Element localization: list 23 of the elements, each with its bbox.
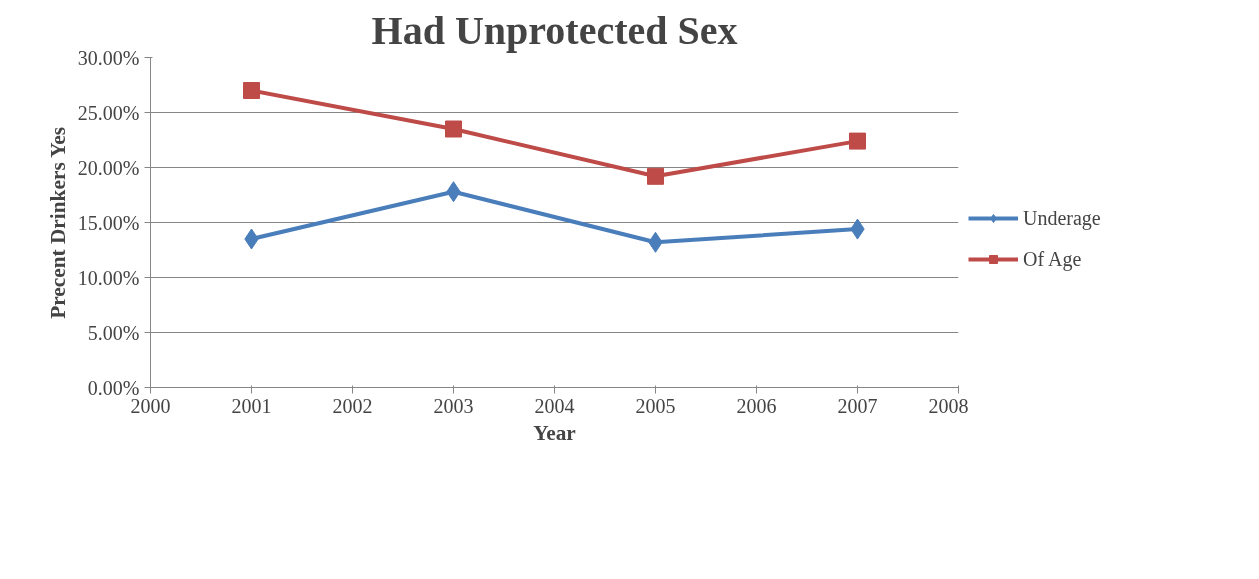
x-tick-label: 2004	[534, 394, 575, 417]
x-tick-label: 2002	[332, 394, 373, 417]
x-axis-title: Year	[533, 420, 577, 445]
y-tick-label: 30.00%	[77, 46, 140, 69]
y-tick-label: 25.00%	[77, 101, 140, 124]
x-tick-label: 2003	[433, 394, 474, 417]
point	[647, 167, 664, 185]
x-tick-label: 2007	[837, 394, 878, 417]
x-tick-label: 2006	[736, 394, 777, 417]
y-tick-label: 20.00%	[77, 156, 140, 179]
x-tick-label: 2001	[231, 394, 272, 417]
point	[445, 120, 462, 138]
y-tick-label: 5.00%	[87, 321, 140, 344]
legend-label: Underage	[1023, 206, 1101, 230]
point	[243, 82, 260, 99]
chart-title: Had Unprotected Sex	[371, 7, 738, 53]
legend-label: Of Age	[1023, 247, 1082, 271]
point	[849, 132, 866, 150]
y-tick-label: 15.00%	[77, 211, 140, 234]
y-tick-label: 10.00%	[77, 266, 140, 289]
x-tick-label: 2008	[928, 394, 969, 417]
x-tick-label: 2005	[635, 394, 676, 417]
y-axis-title: Precent Drinkers Yes	[45, 126, 70, 319]
